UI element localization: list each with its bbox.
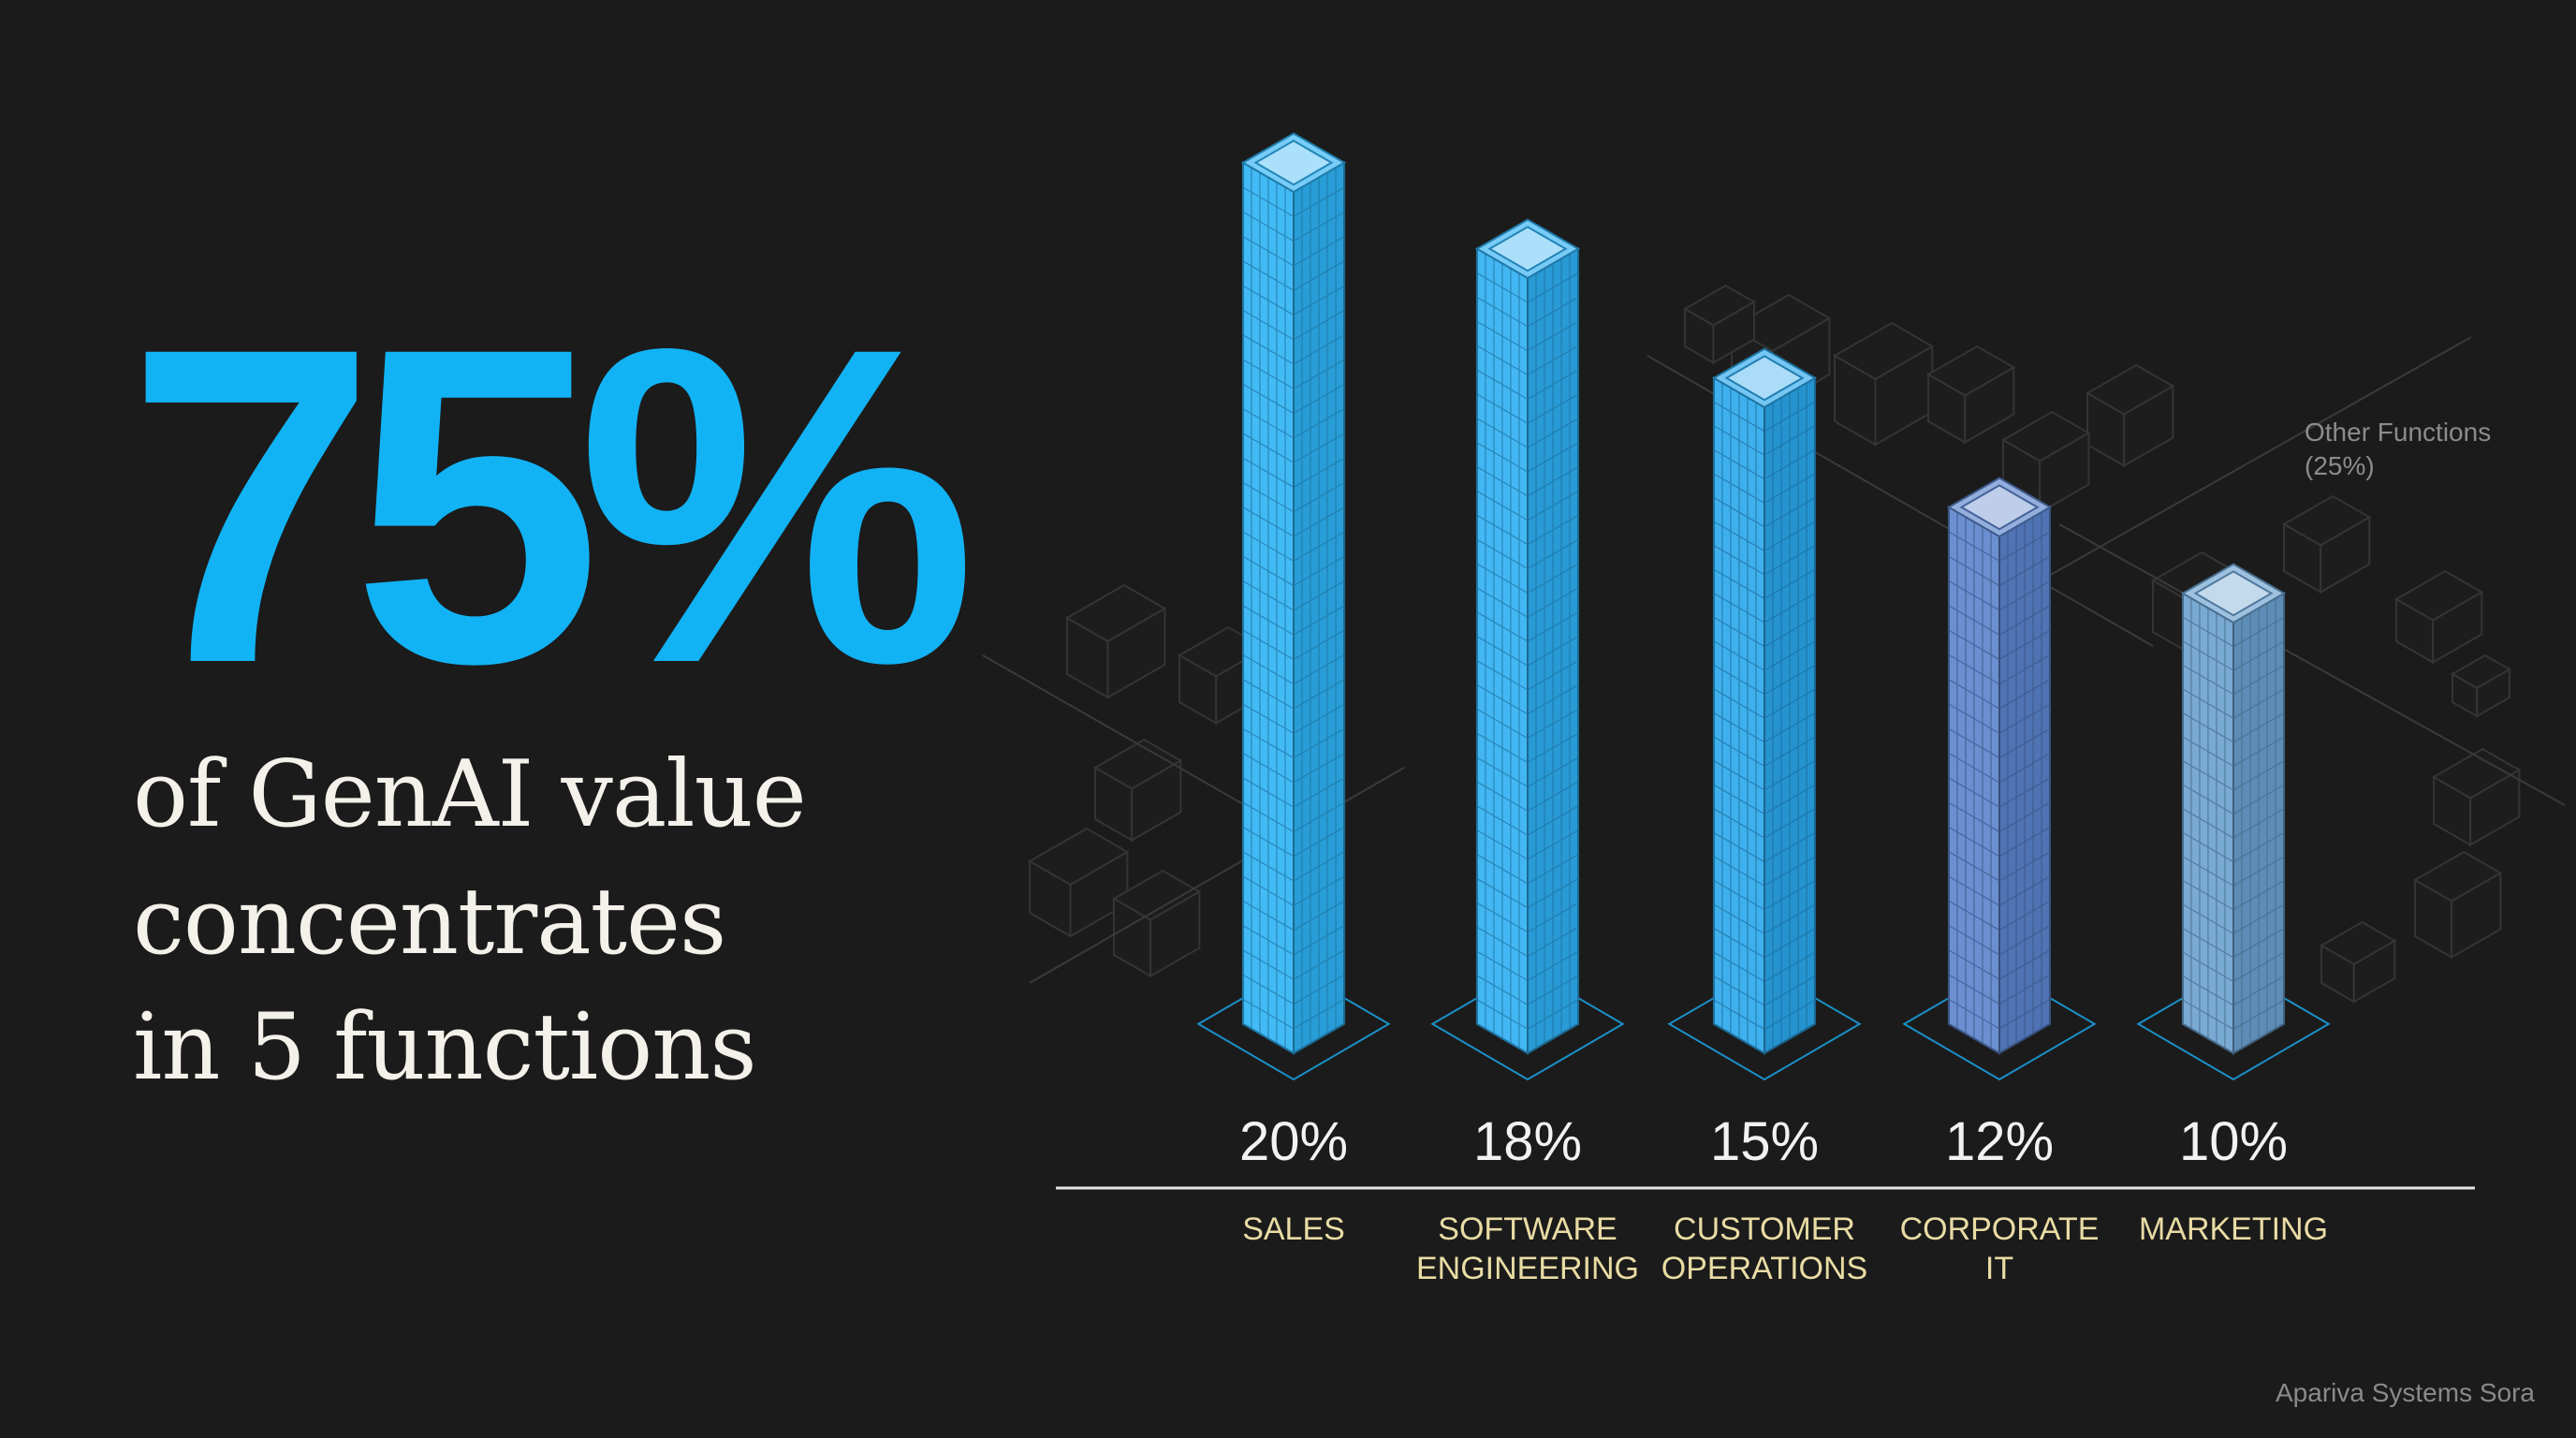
bar-5 (2136, 563, 2331, 1081)
category-label-line: ENGINEERING (1415, 1251, 1640, 1286)
bar-2-windows (1476, 254, 1579, 1049)
value-label-1: 20% (1238, 1111, 1349, 1172)
bar-5-windows (2182, 598, 2285, 1049)
bar-2 (1430, 218, 1625, 1081)
category-label-4: CORPORATE IT (1873, 1210, 2126, 1288)
bar-3-windows (1713, 383, 1816, 1049)
category-label-line: SALES (1242, 1211, 1345, 1247)
bars-group (1196, 132, 2331, 1081)
value-label-5: 10% (2178, 1111, 2289, 1172)
bar-4 (1902, 477, 2097, 1081)
headline-line-3: in 5 functions (133, 994, 757, 1101)
bar-4-windows (1948, 512, 2051, 1049)
bar-1 (1196, 132, 1391, 1081)
footer-credit: Apariva Systems Sora (2276, 1378, 2535, 1407)
other-functions-label: Other Functions (2305, 418, 2492, 447)
value-label-3: 15% (1709, 1111, 1820, 1172)
headline-line-2: concentrates (133, 869, 726, 976)
value-label-2: 18% (1472, 1111, 1583, 1172)
headline-line-1: of GenAI value (133, 741, 807, 848)
category-label-line: MARKETING (2138, 1211, 2329, 1247)
category-label-1: SALES (1167, 1210, 1420, 1249)
category-label-3: CUSTOMER OPERATIONS (1638, 1210, 1891, 1288)
bar-3 (1667, 347, 1862, 1081)
other-functions-value: (25%) (2305, 451, 2375, 480)
category-label-line: SOFTWARE (1438, 1211, 1617, 1247)
category-label-line: IT (1984, 1251, 2014, 1286)
category-label-line: CUSTOMER (1674, 1211, 1855, 1247)
headline-stat: 75% (126, 254, 977, 756)
category-label-2: SOFTWARE ENGINEERING (1401, 1210, 1654, 1288)
value-label-4: 12% (1944, 1111, 2055, 1172)
category-label-5: MARKETING (2107, 1210, 2360, 1249)
category-label-line: OPERATIONS (1661, 1251, 1868, 1286)
other-functions-note: Other Functions (25%) (2305, 416, 2529, 483)
category-label-line: CORPORATE (1899, 1211, 2100, 1247)
bar-1-windows (1242, 168, 1345, 1049)
